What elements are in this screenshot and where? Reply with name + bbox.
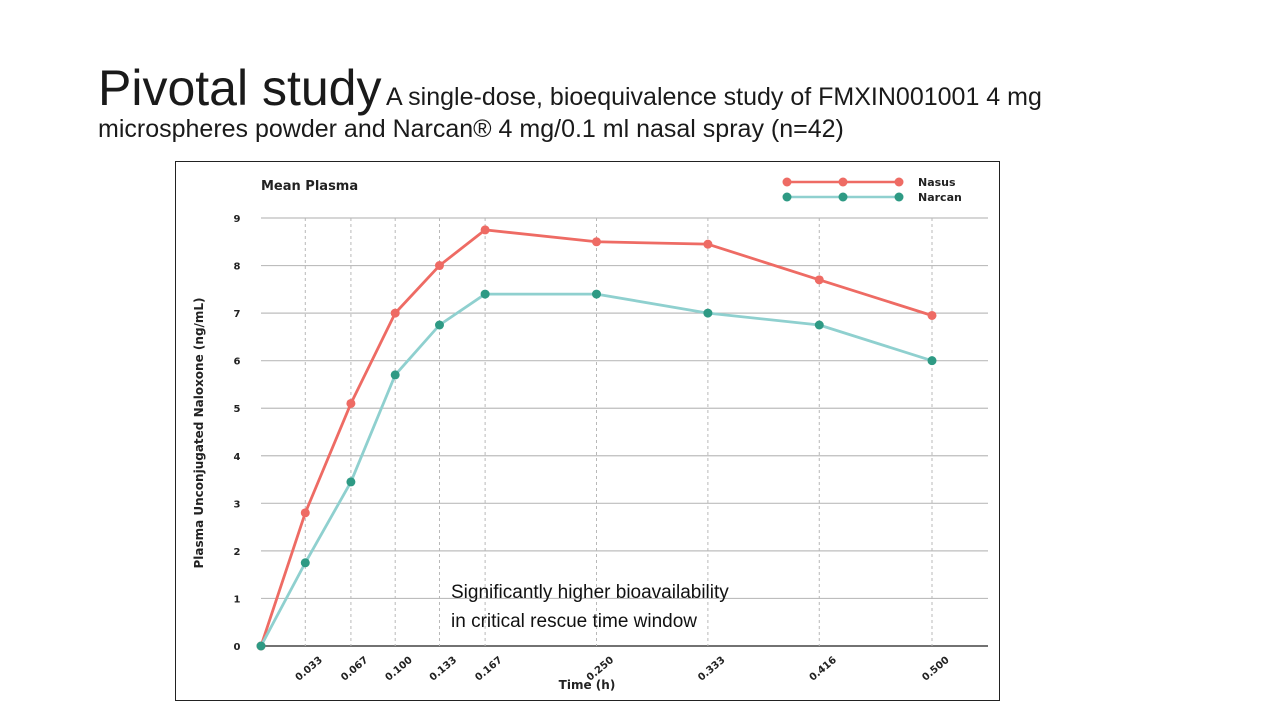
x-tick-label-0.416: 0.416 [808, 655, 839, 684]
point-narcan-4 [434, 320, 444, 330]
x-tick-label-0.100: 0.100 [384, 655, 415, 684]
point-narcan-8 [814, 320, 824, 330]
x-tick-label-0.067: 0.067 [339, 655, 370, 684]
x-tick-label-0.033: 0.033 [294, 655, 325, 684]
y-tick-labels: 0 1 2 3 4 5 6 7 8 9 [234, 214, 241, 653]
point-nasus-4 [434, 261, 444, 271]
y-tick-label-8: 8 [234, 262, 241, 273]
legend-item-narcan: Narcan [782, 191, 962, 204]
x-tick-label-0.500: 0.500 [920, 655, 951, 684]
point-narcan-9 [927, 356, 937, 366]
x-tick-label-0.133: 0.133 [428, 655, 459, 684]
point-narcan-2 [346, 477, 356, 487]
legend: Nasus Narcan [782, 176, 962, 204]
annotation-line2: in critical rescue time window [451, 611, 697, 632]
legend-label-narcan: Narcan [918, 191, 962, 204]
legend-marker-nasus-1 [782, 177, 792, 187]
legend-marker-narcan-3 [894, 192, 904, 202]
title-main: Pivotal study [98, 60, 382, 116]
point-nasus-1 [300, 508, 310, 518]
y-tick-label-4: 4 [234, 452, 241, 463]
point-narcan-3 [390, 370, 400, 380]
y-tick-label-1: 1 [234, 594, 241, 605]
y-tick-label-6: 6 [234, 357, 241, 368]
series-line-nasus [259, 228, 933, 647]
vertical-gridlines [304, 218, 933, 646]
legend-label-nasus: Nasus [918, 176, 956, 189]
y-tick-label-9: 9 [234, 214, 241, 225]
point-narcan-6 [592, 289, 601, 299]
y-tick-label-2: 2 [234, 547, 241, 558]
y-tick-label-3: 3 [234, 499, 241, 510]
annotation-line1: Significantly higher bioavailability [451, 582, 729, 603]
legend-item-nasus: Nasus [782, 176, 956, 189]
title-subtitle-line2: microspheres powder and Narcan® 4 mg/0.1… [98, 115, 844, 143]
point-nasus-6 [592, 237, 601, 247]
series-layer [256, 225, 937, 651]
point-nasus-5 [480, 225, 490, 235]
title-subtitle-line1: A single-dose, bioequivalence study of F… [385, 83, 1042, 111]
point-narcan-0 [256, 641, 266, 651]
legend-marker-nasus-2 [838, 177, 848, 187]
point-narcan-7 [703, 308, 713, 318]
point-nasus-8 [814, 275, 824, 285]
legend-marker-narcan-1 [782, 192, 792, 202]
point-nasus-9 [927, 310, 937, 320]
legend-marker-nasus-3 [894, 177, 904, 187]
point-nasus-2 [346, 398, 356, 408]
point-nasus-7 [703, 239, 713, 249]
x-tick-label-0.333: 0.333 [696, 655, 727, 684]
slide-title: Pivotal study A single-dose, bioequivale… [98, 58, 1218, 144]
y-tick-label-5: 5 [234, 404, 241, 415]
y-tick-label-0: 0 [234, 642, 241, 653]
point-nasus-3 [390, 308, 400, 318]
x-tick-label-0.167: 0.167 [473, 655, 504, 684]
legend-marker-narcan-2 [838, 192, 848, 202]
y-tick-label-7: 7 [234, 309, 241, 320]
x-tick-labels: 0.033 0.067 0.100 0.133 0.167 0.250 0.333 0.416… [294, 655, 952, 684]
point-narcan-5 [480, 289, 490, 299]
point-narcan-1 [300, 558, 310, 568]
x-axis-title: Time (h) [559, 678, 616, 692]
series-line-narcan [259, 292, 933, 647]
y-axis-title: Plasma Unconjugated Naloxone (ng/mL) [192, 297, 206, 568]
chart-title: Mean Plasma [261, 179, 358, 194]
